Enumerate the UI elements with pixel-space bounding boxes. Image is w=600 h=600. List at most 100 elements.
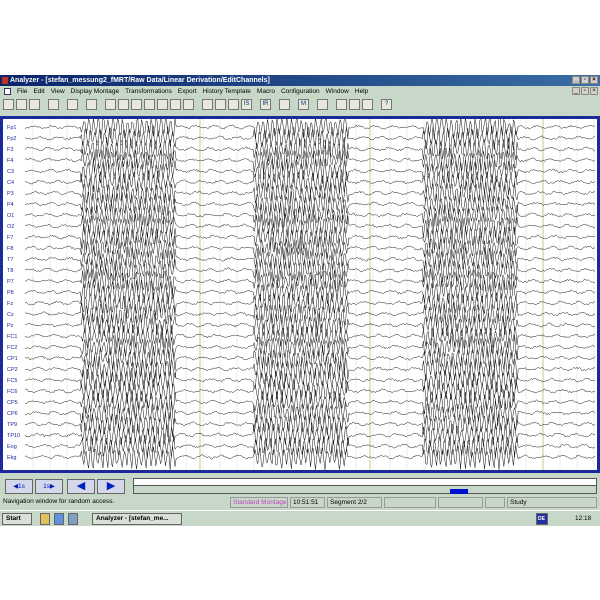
navigation-scroller[interactable] (133, 478, 597, 494)
zoom-out-tool-button[interactable] (105, 99, 116, 110)
eeg-traces: Fp1 Fp2 F3 F4 C3 C4 P3 P4 O1 O2 F7 F8 T7 T8 P7 P8 Fz Cz Pz… (7, 115, 596, 470)
desktop-icon[interactable] (40, 513, 50, 525)
montage-status: Standard Montage (230, 497, 288, 508)
channel-label: C3 (7, 169, 14, 175)
channel-label: P7 (7, 279, 14, 285)
copy-tool-button[interactable] (48, 99, 59, 110)
menu-export[interactable]: Export (177, 88, 197, 95)
eeg-trace-fz (24, 291, 595, 316)
forward-1s-button[interactable]: 1s▶ (35, 479, 63, 494)
eeg-trace-p7 (24, 268, 596, 293)
doc-close-button[interactable]: × (590, 87, 598, 95)
layout1-tool-button[interactable] (349, 99, 360, 110)
channel-label: P4 (7, 202, 14, 208)
restore-button[interactable]: ▫ (581, 76, 589, 84)
close-button[interactable]: × (590, 76, 598, 84)
eeg-view[interactable]: Fp1 Fp2 F3 F4 C3 C4 P3 P4 O1 O2 F7 F8 T7 T8 P7 P8 Fz Cz Pz… (0, 115, 600, 473)
wave-tool-button[interactable] (202, 99, 213, 110)
channel-label: CP2 (7, 367, 18, 373)
minimize-button[interactable]: _ (572, 76, 580, 84)
eeg-trace-fc1 (25, 323, 596, 349)
marker-tool-button[interactable] (228, 99, 239, 110)
eeg-trace-o2 (24, 213, 596, 239)
channel-label: FC2 (7, 345, 17, 351)
eeg-trace-ekg (24, 444, 596, 470)
print-tool-button[interactable] (67, 99, 78, 110)
menu-edit[interactable]: Edit (33, 88, 45, 95)
menu-transformations[interactable]: Transformations (125, 88, 172, 95)
doc-restore-button[interactable]: ▫ (581, 87, 589, 95)
grid-view-tool-button[interactable] (279, 99, 290, 110)
eeg-trace-p3 (24, 180, 596, 206)
ir-tool-button[interactable]: IR (260, 99, 271, 110)
menu-view[interactable]: View (50, 88, 65, 95)
zoom-in-tool-button[interactable] (118, 99, 129, 110)
channel-label: F4 (7, 158, 13, 164)
save-tool-button[interactable] (29, 99, 40, 110)
position-thumb[interactable] (450, 489, 468, 494)
eeg-trace-t7 (24, 246, 596, 272)
doc-minimize-button[interactable]: _ (572, 87, 580, 95)
quicklaunch-icon[interactable] (68, 513, 78, 525)
eeg-trace-cp5 (24, 389, 596, 415)
down-tool-button[interactable] (170, 99, 181, 110)
channel-label: P3 (7, 191, 14, 197)
split-tool-button[interactable] (317, 99, 328, 110)
channel-label: FC6 (7, 389, 17, 395)
channel-label: Cz (7, 312, 14, 318)
eeg-trace-o1 (24, 202, 596, 228)
status-field (485, 497, 505, 508)
eeg-trace-t8 (24, 257, 596, 283)
channel-label: O1 (7, 213, 14, 219)
eeg-trace-cz (24, 302, 596, 327)
segment-status: Segment 2/2 (327, 497, 382, 508)
menu-configuration[interactable]: Configuration (280, 88, 320, 95)
language-indicator[interactable]: DE (536, 513, 548, 525)
channel-label: T7 (7, 257, 13, 263)
menu-bar: File Edit View Display Montage Transformatio… (0, 86, 600, 97)
baseline-tool-button[interactable] (144, 99, 155, 110)
open-tool-button[interactable] (16, 99, 27, 110)
menu-display-montage[interactable]: Display Montage (70, 88, 120, 95)
navigation-bar: ◀1s 1s▶ ◀ ▶ (0, 476, 600, 496)
channel-label: O2 (7, 224, 14, 230)
taskbar-analyzer[interactable]: Analyzer - [stefan_me... (92, 513, 182, 525)
eeg-trace-f7 (24, 224, 595, 250)
eeg-trace-cp6 (24, 400, 596, 426)
previous-page-button[interactable]: ◀ (67, 479, 95, 494)
channel-label: Fp2 (7, 136, 16, 142)
montage-tool-button[interactable] (336, 99, 347, 110)
new-tool-button[interactable] (3, 99, 14, 110)
eeg-trace-cp1 (24, 345, 596, 371)
is-tool-button[interactable]: IS (241, 99, 252, 110)
layout2-tool-button[interactable] (362, 99, 373, 110)
menu-file[interactable]: File (17, 88, 28, 95)
start-button[interactable]: Start (2, 513, 32, 525)
channel-label: CP5 (7, 400, 18, 406)
mode-status: Study (507, 497, 597, 508)
eeg-trace-fc5 (24, 367, 596, 393)
menu-help[interactable]: Help (354, 88, 369, 95)
compress-tool-button[interactable] (215, 99, 226, 110)
eeg-trace-cp2 (24, 356, 596, 382)
up-tool-button[interactable] (183, 99, 194, 110)
channel-label: Pz (7, 323, 14, 329)
m-tool-button[interactable]: M (298, 99, 309, 110)
channel-label: TP10 (7, 433, 20, 439)
filter-tool-button[interactable] (86, 99, 97, 110)
next-page-button[interactable]: ▶ (97, 479, 125, 494)
menu-history-template[interactable]: History Template (202, 88, 251, 95)
browser-icon[interactable] (54, 513, 64, 525)
help-tool-button[interactable]: ? (381, 99, 392, 110)
document-icon[interactable] (4, 88, 11, 95)
back-1s-button[interactable]: ◀1s (5, 479, 33, 494)
app-icon (2, 77, 8, 84)
eeg-trace-fc2 (24, 334, 596, 360)
menu-macro[interactable]: Macro (256, 88, 275, 95)
eeg-trace-p4 (24, 191, 596, 217)
grid-tool-button[interactable] (157, 99, 168, 110)
scale-tool-button[interactable] (131, 99, 142, 110)
menu-window[interactable]: Window (325, 88, 349, 95)
eeg-trace-fp2 (24, 125, 596, 151)
channel-label: Ekg (7, 455, 16, 461)
